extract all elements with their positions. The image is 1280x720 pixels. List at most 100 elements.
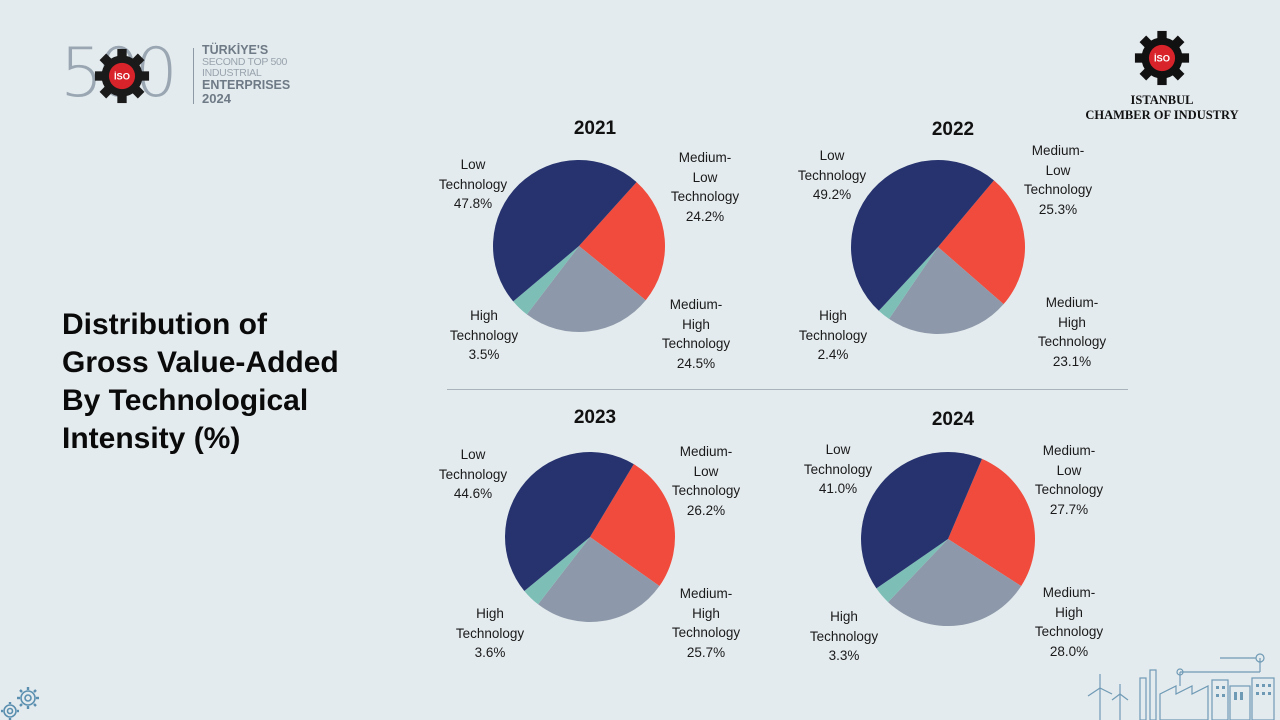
slice-label-medium-high: Medium- High Technology 25.7% [672,584,740,662]
slice-value: 47.8% [453,196,493,211]
slice-label-high: High Technology 3.5% [450,306,518,365]
slice-label-line: Medium- [1042,585,1096,600]
industry-skyline-decoration-icon [1087,653,1275,720]
logo-divider [193,48,194,104]
slice-label-medium-high: Medium- High Technology 28.0% [1035,583,1103,661]
slice-label-high: High Technology 3.3% [810,607,878,666]
slice-value: 24.2% [685,208,725,224]
slice-label-line: Technology [798,327,868,343]
slice-label-line: Technology [1023,182,1093,197]
slice-value: 3.6% [474,645,506,660]
pie-slice-high [524,537,590,605]
slice-label-line: High [476,606,504,621]
pie-slice-high [513,246,579,315]
chart-title: 2024 [931,409,975,430]
title-line: By Technological [62,384,309,417]
slice-label-line: Technology [803,461,873,477]
slice-label-line: Medium- [679,444,733,459]
slice-label-line: High [692,605,720,621]
pie-slice-medium-low [938,180,1026,305]
pie-plot [505,452,676,623]
pie-slice-medium-low [948,458,1036,587]
pie-slice-low [505,452,634,591]
slice-label-line: Low [825,442,851,457]
org-line2: CHAMBER OF INDUSTRY [1085,108,1239,122]
slice-label-line: Technology [1034,482,1104,497]
top500-logo: 500 İSO TÜRKİYE'S SECOND TOP 500 INDUSTR… [60,40,330,110]
slice-label-line: Technology [797,167,867,183]
slide-title: Distribution of Gross Value-Added By Tec… [62,306,422,458]
slice-value: 27.7% [1049,501,1089,517]
slice-label-line: Low [460,447,486,462]
slice-label-low: Low Technology 47.8% [439,155,507,214]
slice-label-line: Medium- [678,150,732,165]
slice-label-line: High [1055,604,1083,620]
pie-plot [493,159,666,332]
slice-value: 26.2% [686,502,726,518]
slice-label-line: Medium- [1045,295,1099,310]
iso-badge-text: İSO [1154,54,1170,64]
iso-gear-icon: İSO [94,48,150,104]
slice-label-medium-low: Medium- Low Technology 24.2% [671,148,739,226]
chart-title: 2023 [573,407,617,428]
slice-label-line: Technology [1034,624,1104,639]
title-line: Intensity (%) [62,422,241,455]
slice-label-line: Technology [661,336,731,351]
slice-label-line: High [470,308,498,323]
slice-label-line: Technology [449,327,519,343]
pie-slice-low [861,452,982,589]
pie-plot [851,160,1026,334]
slice-label-line: Technology [438,176,508,192]
slice-value: 3.3% [828,648,860,663]
slice-label-line: High [819,308,847,323]
chart-divider [447,389,1128,390]
slice-label-line: Technology [671,625,741,640]
slice-label-medium-low: Medium- Low Technology 26.2% [672,442,740,520]
slice-label-high: High Technology 3.6% [456,604,524,663]
title-line: Distribution of [62,308,267,341]
slice-label-low: Low Technology 49.2% [798,146,866,205]
slice-label-line: Technology [670,189,740,204]
chart-title: 2022 [931,119,975,140]
pie-slice-high [878,247,938,319]
slice-label-line: Medium- [669,297,723,312]
slice-label-medium-low: Medium- Low Technology 27.7% [1035,441,1103,519]
slice-label-line: High [1058,314,1086,330]
logo-line2: SECOND TOP 500 INDUSTRIAL [202,56,288,80]
iso-logo: İSO ISTANBUL CHAMBER OF INDUSTRY [1070,30,1254,123]
pie-slice-high [876,539,948,603]
slice-label-line: Low [1056,462,1082,478]
slice-value: 44.6% [453,486,493,501]
pie-slice-medium-low [590,464,676,587]
org-name: ISTANBUL CHAMBER OF INDUSTRY [1070,93,1254,123]
slice-value: 25.3% [1038,201,1078,217]
chart-title: 2021 [573,118,617,139]
logo-line3: ENTERPRISES [202,78,291,93]
slice-label-line: Technology [438,466,508,482]
slice-label-low: Low Technology 44.6% [439,445,507,504]
logo-badge-text: İSO [114,72,130,82]
slice-label-medium-high: Medium- High Technology 24.5% [662,295,730,373]
pie-slice-low [851,160,994,311]
slice-label-high: High Technology 2.4% [799,306,867,365]
org-line1: ISTANBUL [1130,93,1194,107]
slice-label-line: Low [819,148,845,163]
pie-slice-medium-high [538,537,660,623]
pie-slice-medium-low [579,182,666,301]
slice-label-line: Technology [809,628,879,644]
logo-text: TÜRKİYE'S SECOND TOP 500 INDUSTRIAL ENTE… [202,43,330,106]
slice-label-line: High [830,609,858,624]
iso-gear-icon: İSO [1134,30,1190,86]
slice-label-line: Medium- [679,586,733,601]
pie-slice-medium-high [526,246,646,332]
slice-value: 23.1% [1052,353,1092,369]
pie-slice-medium-high [888,539,1022,627]
slice-label-line: Low [692,169,718,185]
slice-label-low: Low Technology 41.0% [804,440,872,499]
slice-label-medium-high: Medium- High Technology 23.1% [1038,293,1106,371]
slice-value: 49.2% [812,187,852,202]
slice-value: 41.0% [818,481,858,496]
slice-label-line: Low [460,157,486,172]
slice-value: 2.4% [817,347,849,362]
pie-slice-medium-high [889,247,1004,334]
